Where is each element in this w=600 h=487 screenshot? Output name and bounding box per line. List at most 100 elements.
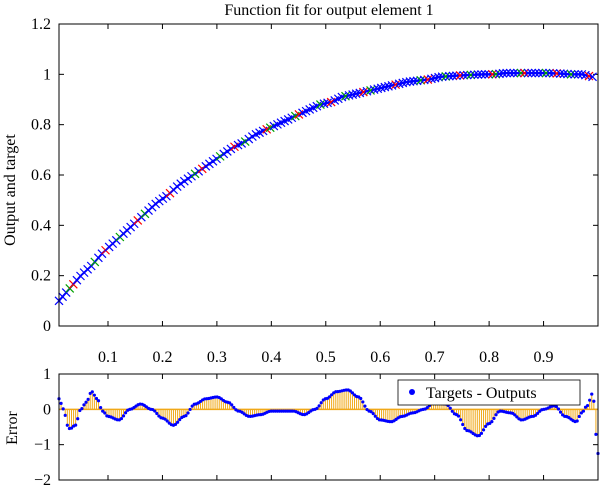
error-marker xyxy=(371,412,375,416)
train-target-marker xyxy=(559,69,569,79)
target-marker-stroke xyxy=(376,83,386,93)
error-marker xyxy=(69,426,74,430)
train-target-marker xyxy=(477,70,486,79)
train-target-marker xyxy=(323,98,332,108)
train-target-marker xyxy=(344,90,354,100)
target-marker-stroke xyxy=(398,78,408,88)
target-marker-stroke xyxy=(548,68,558,78)
error-marker xyxy=(554,405,558,409)
target-marker-stroke xyxy=(552,69,562,78)
target-marker-stroke xyxy=(358,87,368,97)
target-marker-stroke xyxy=(355,88,365,98)
target-marker-stroke xyxy=(502,68,512,78)
target-marker-stroke xyxy=(391,80,401,90)
fit-panel: Function fit for output element 1 Output… xyxy=(2,2,599,366)
train-target-marker xyxy=(523,68,533,78)
validation-target-marker xyxy=(416,75,426,85)
fit-x-tick-labels: 0.1 0.2 0.3 0.4 0.5 0.6 0.7 0.8 0.9 xyxy=(98,349,554,366)
train-target-marker xyxy=(534,68,544,78)
error-marker xyxy=(585,403,590,408)
fit-x-tick-label: 0.3 xyxy=(207,349,227,366)
error-marker xyxy=(94,396,99,401)
test-target-marker xyxy=(423,75,433,84)
fit-y-tick-label: 0.6 xyxy=(31,167,51,184)
error-legend: Targets - Outputs xyxy=(397,379,581,406)
target-marker-stroke xyxy=(315,100,325,109)
train-target-marker xyxy=(373,84,383,94)
train-target-marker xyxy=(580,70,590,80)
target-marker-stroke xyxy=(405,77,415,87)
error-marker xyxy=(581,409,586,413)
train-target-marker xyxy=(577,69,587,79)
target-marker-stroke xyxy=(341,91,350,101)
error-marker xyxy=(348,389,352,393)
error-marker xyxy=(484,424,488,428)
target-marker-stroke xyxy=(344,90,354,100)
error-y-tick-label: 0 xyxy=(43,401,51,418)
train-target-marker xyxy=(469,70,479,80)
error-marker xyxy=(184,414,188,418)
train-target-marker xyxy=(505,68,515,78)
error-marker xyxy=(461,422,465,427)
train-target-marker xyxy=(545,68,555,78)
error-marker xyxy=(456,414,461,418)
error-marker xyxy=(90,390,94,394)
fit-y-tick-label: 0.2 xyxy=(31,268,51,285)
target-marker-stroke xyxy=(541,68,551,78)
error-marker xyxy=(594,432,598,436)
error-marker xyxy=(369,410,373,414)
error-y-axis-label: Error xyxy=(4,410,21,444)
error-marker xyxy=(163,417,167,421)
target-marker-stroke xyxy=(512,68,522,78)
error-marker xyxy=(232,405,236,410)
error-marker xyxy=(153,409,157,413)
error-marker xyxy=(577,414,581,419)
target-marker-stroke xyxy=(584,71,594,81)
error-marker xyxy=(176,420,180,424)
fit-y-tick-label: 1 xyxy=(43,66,51,83)
error-marker xyxy=(363,404,367,408)
target-marker-stroke xyxy=(473,70,483,80)
validation-target-marker xyxy=(516,68,526,78)
error-marker xyxy=(448,406,452,410)
error-panel: Error −2 −1 0 1 Targets - Outputs xyxy=(4,366,600,487)
error-marker xyxy=(188,407,192,412)
train-target-marker xyxy=(573,69,583,79)
test-target-marker xyxy=(584,71,594,81)
train-target-marker xyxy=(462,70,472,80)
fit-x-tick-label: 0.5 xyxy=(316,349,336,366)
error-x-ticks xyxy=(107,374,545,480)
legend-entry: Targets - Outputs xyxy=(426,385,537,402)
target-marker-stroke xyxy=(412,76,422,86)
fit-y-tick-label: 0 xyxy=(43,318,51,335)
train-target-marker xyxy=(495,69,504,79)
fit-x-tick-label: 0.4 xyxy=(261,349,281,366)
error-marker xyxy=(82,403,86,407)
target-marker-stroke xyxy=(401,77,411,87)
error-marker xyxy=(450,409,454,413)
error-marker xyxy=(190,404,194,408)
train-target-marker xyxy=(548,68,558,78)
fit-y-tick-label: 0.8 xyxy=(31,117,51,134)
error-marker xyxy=(492,416,496,420)
test-target-marker xyxy=(455,71,465,80)
error-y-tick-label: −1 xyxy=(34,437,51,454)
fit-y-tick-label: 0.4 xyxy=(31,217,51,234)
target-marker-stroke xyxy=(563,69,572,79)
error-marker xyxy=(59,401,63,405)
error-marker xyxy=(590,392,594,396)
target-marker-stroke xyxy=(484,69,494,79)
train-target-marker xyxy=(498,68,508,78)
target-marker-stroke xyxy=(588,72,597,82)
train-target-marker xyxy=(555,69,565,79)
error-axes-frame xyxy=(58,373,599,481)
train-target-marker xyxy=(527,68,537,78)
target-marker-stroke xyxy=(505,68,515,78)
target-marker-stroke xyxy=(559,69,569,79)
target-marker-stroke xyxy=(477,70,486,79)
error-marker xyxy=(575,419,579,423)
target-marker-stroke xyxy=(573,69,583,79)
target-marker-stroke xyxy=(394,79,404,89)
target-marker-stroke xyxy=(387,81,397,90)
